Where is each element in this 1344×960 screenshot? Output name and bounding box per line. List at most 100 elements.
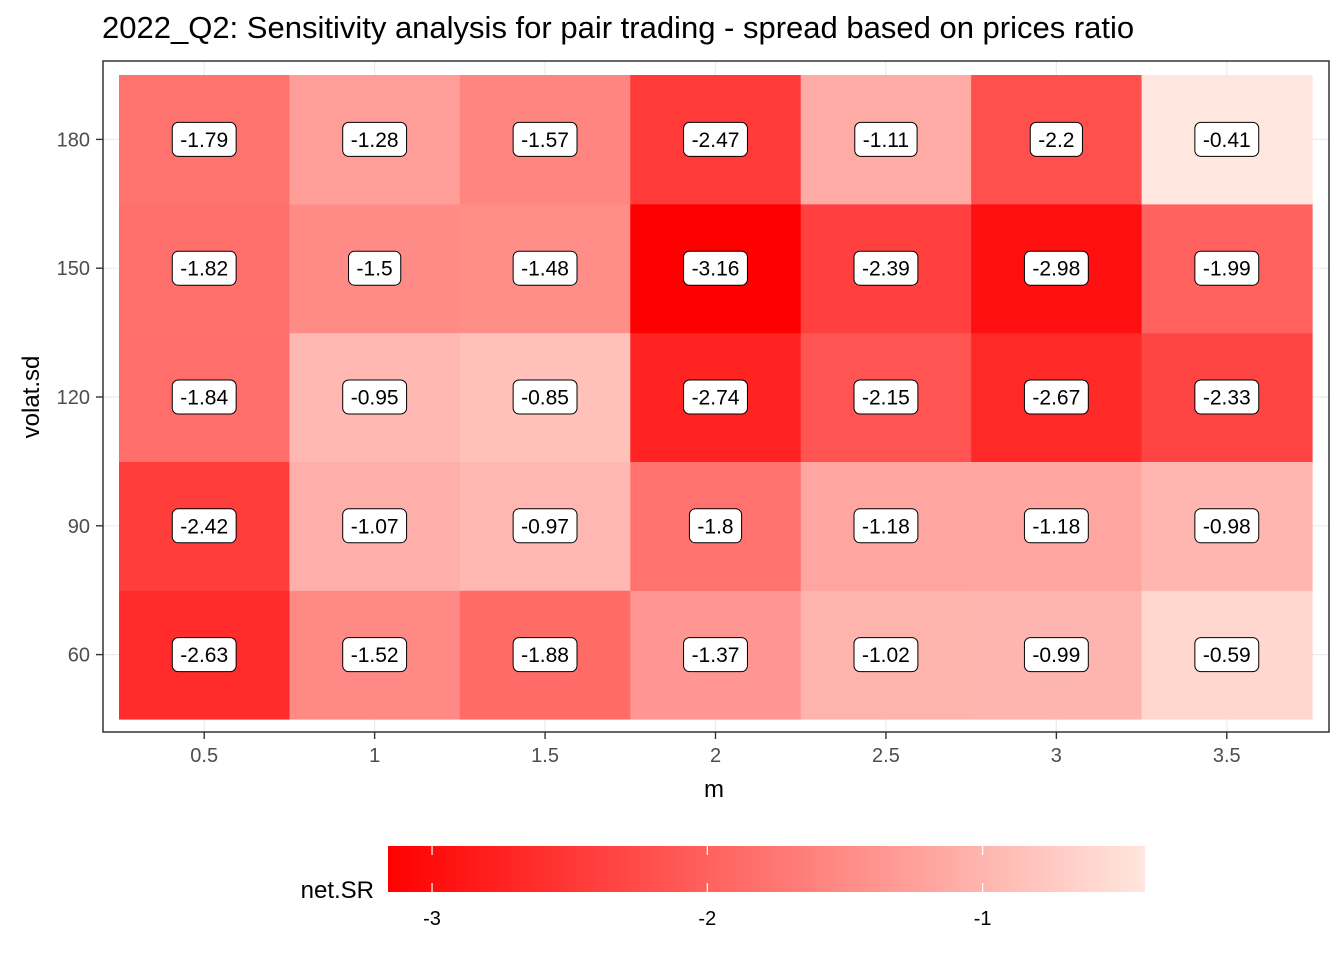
cell-label-text: -1.79 xyxy=(180,129,228,152)
cell-label-text: -1.28 xyxy=(351,129,399,152)
cell-label-box xyxy=(512,250,578,286)
cell-label-box xyxy=(342,379,408,415)
cell-label-text: -0.95 xyxy=(351,387,399,410)
cell-label: -1.07 xyxy=(342,508,408,544)
cell-label-box xyxy=(171,508,237,544)
cell-label-text: -2.47 xyxy=(692,129,740,152)
cell-label-text: -0.97 xyxy=(521,515,569,538)
x-tick-label: 1.5 xyxy=(531,745,559,767)
cell-label: -1.88 xyxy=(512,637,578,673)
legend-tick-label: -2 xyxy=(698,908,716,930)
cell-label-box xyxy=(1194,121,1260,157)
cell-label: -1.11 xyxy=(854,121,918,157)
cell-label-box xyxy=(512,508,578,544)
cell-label-box xyxy=(1194,508,1260,544)
x-tick-label: 3 xyxy=(1051,745,1062,767)
legend-ticks: -3 -2 -1 xyxy=(423,846,991,930)
cell-label: -3.16 xyxy=(683,250,748,286)
cell-label: -1.18 xyxy=(853,508,919,544)
cell-label-box xyxy=(854,121,918,157)
heatmap-cells: -2.63 -1.52 -1.88 -1.37 -1.02 -0.99 -0.59 -2.42… xyxy=(119,75,1313,720)
cell-label: -0.41 xyxy=(1194,121,1260,157)
cell-label-box xyxy=(1194,637,1260,673)
cell-label: -0.99 xyxy=(1023,637,1089,673)
cell-label: -0.95 xyxy=(342,379,408,415)
x-tick-label: 2 xyxy=(710,745,721,767)
cell-label: -1.79 xyxy=(171,121,237,157)
cell-label-text: -1.8 xyxy=(697,515,733,538)
cell-label-text: -1.18 xyxy=(862,515,910,538)
cell-label: -1.99 xyxy=(1194,250,1260,286)
cell-label-box xyxy=(171,250,237,286)
legend-tick-label: -1 xyxy=(974,908,992,930)
chart-title: 2022_Q2: Sensitivity analysis for pair t… xyxy=(102,10,1135,45)
cell-label: -0.85 xyxy=(512,379,578,415)
cell-label: -2.42 xyxy=(171,508,237,544)
cell-label: -1.8 xyxy=(688,508,743,544)
cell-label-text: -1.37 xyxy=(692,644,740,667)
cell-label-box xyxy=(853,637,919,673)
cell-label-box xyxy=(1023,250,1089,286)
y-tick-label: 90 xyxy=(68,516,90,538)
cell-label-text: -1.84 xyxy=(180,387,228,410)
x-axis-title: m xyxy=(704,776,724,803)
cell-label: -1.57 xyxy=(512,121,578,157)
cell-label-box xyxy=(683,637,748,673)
x-tick-label: 2.5 xyxy=(872,745,900,767)
y-tick-label: 120 xyxy=(57,387,90,409)
cell-label-text: -3.16 xyxy=(692,258,740,281)
cell-label-box xyxy=(1194,379,1260,415)
cell-label: -1.18 xyxy=(1023,508,1089,544)
cell-label-box xyxy=(1023,508,1089,544)
cell-label-text: -1.11 xyxy=(863,129,909,152)
cell-label: -2.47 xyxy=(683,121,748,157)
cell-label-box xyxy=(853,508,919,544)
legend-tick-label: -3 xyxy=(423,908,441,930)
cell-label: -1.37 xyxy=(683,637,748,673)
cell-label-text: -2.98 xyxy=(1032,258,1080,281)
cell-label-text: -2.74 xyxy=(692,387,740,410)
cell-label-text: -0.98 xyxy=(1203,515,1251,538)
cell-label: -1.52 xyxy=(342,637,408,673)
y-axis-title: volat.sd xyxy=(18,356,45,439)
cell-label-text: -2.67 xyxy=(1032,387,1080,410)
cell-label-box xyxy=(853,250,919,286)
cell-label-box xyxy=(683,250,748,286)
x-tick-label: 0.5 xyxy=(190,745,218,767)
cell-label: -1.02 xyxy=(853,637,919,673)
cell-label: -2.39 xyxy=(853,250,919,286)
cell-label-box xyxy=(171,121,237,157)
cell-label-box xyxy=(683,121,748,157)
cell-label-box xyxy=(853,379,919,415)
cell-label-box xyxy=(683,379,748,415)
cell-label-text: -1.88 xyxy=(521,644,569,667)
cell-label-text: -1.5 xyxy=(357,258,393,281)
y-tick-label: 60 xyxy=(68,645,90,667)
cell-label: -2.74 xyxy=(683,379,748,415)
cell-label-text: -1.02 xyxy=(862,644,910,667)
cell-label-text: -1.99 xyxy=(1203,258,1251,281)
cell-label-text: -1.52 xyxy=(351,644,399,667)
cell-label-box xyxy=(1194,250,1260,286)
cell-label-box xyxy=(1029,121,1083,157)
cell-label-box xyxy=(1023,637,1089,673)
cell-label-box xyxy=(342,508,408,544)
cell-label-box xyxy=(171,637,237,673)
cell-label-box xyxy=(342,121,408,157)
cell-label: -1.48 xyxy=(512,250,578,286)
cell-label-text: -0.85 xyxy=(521,387,569,410)
legend-colorbar xyxy=(388,846,1145,892)
legend: net.SR -3 -2 -1 xyxy=(301,846,1145,930)
cell-label: -1.28 xyxy=(342,121,408,157)
cell-label: -1.5 xyxy=(348,250,402,286)
cell-label: -0.59 xyxy=(1194,637,1260,673)
cell-label-text: -1.57 xyxy=(521,129,569,152)
y-axis: 60 90 120 150 180 xyxy=(57,129,103,667)
cell-label-text: -2.39 xyxy=(862,258,910,281)
cell-label: -2.63 xyxy=(171,637,237,673)
cell-label: -0.97 xyxy=(512,508,578,544)
cell-label: -2.67 xyxy=(1023,379,1089,415)
cell-label-box xyxy=(512,637,578,673)
cell-label-text: -2.63 xyxy=(180,644,228,667)
